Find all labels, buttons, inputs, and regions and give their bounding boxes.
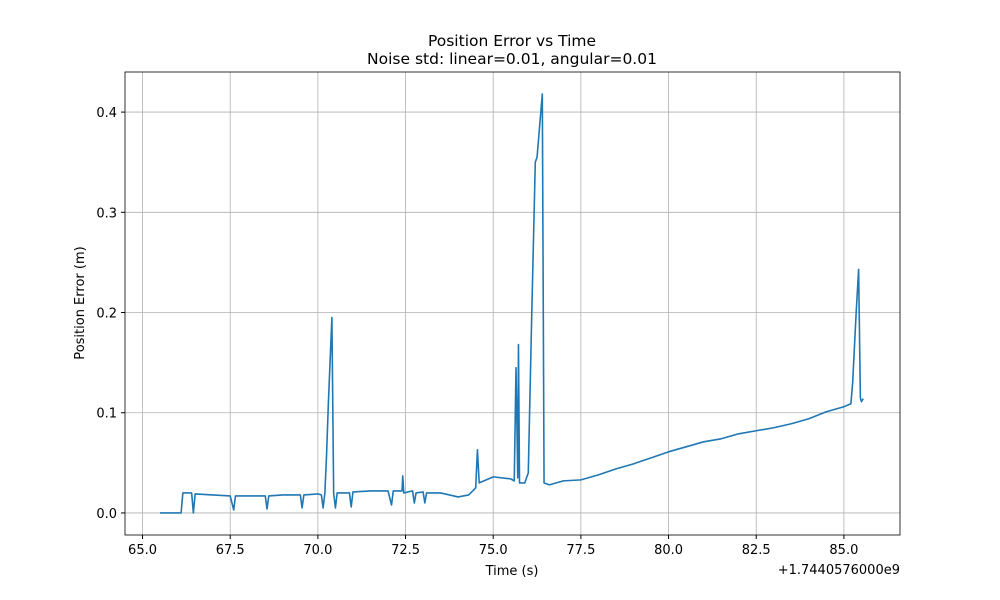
y-axis-label: Position Error (m) [73,246,88,359]
x-tick-label: 75.0 [479,543,508,558]
y-tick-label: 0.0 [96,507,117,522]
x-tick-label: 85.0 [829,543,858,558]
x-offset-text: +1.7440576000e9 [778,563,900,578]
x-tick-label: 82.5 [742,543,771,558]
x-tick-label: 77.5 [566,543,595,558]
plot-frame [124,71,901,536]
x-axis-label: Time (s) [485,564,539,579]
y-tick-label: 0.1 [96,407,117,422]
x-tick-label: 67.5 [216,543,245,558]
chart-title: Position Error vs Time [428,32,596,50]
x-tick-label: 80.0 [654,543,683,558]
x-tick-label: 72.5 [391,543,420,558]
x-tick-label: 65.0 [128,543,157,558]
y-tick-label: 0.4 [96,106,117,121]
y-tick-label: 0.3 [96,206,117,221]
y-tick-label: 0.2 [96,307,117,322]
data-line [160,93,864,514]
x-tick-label: 70.0 [303,543,332,558]
chart-subtitle: Noise std: linear=0.01, angular=0.01 [367,50,657,68]
